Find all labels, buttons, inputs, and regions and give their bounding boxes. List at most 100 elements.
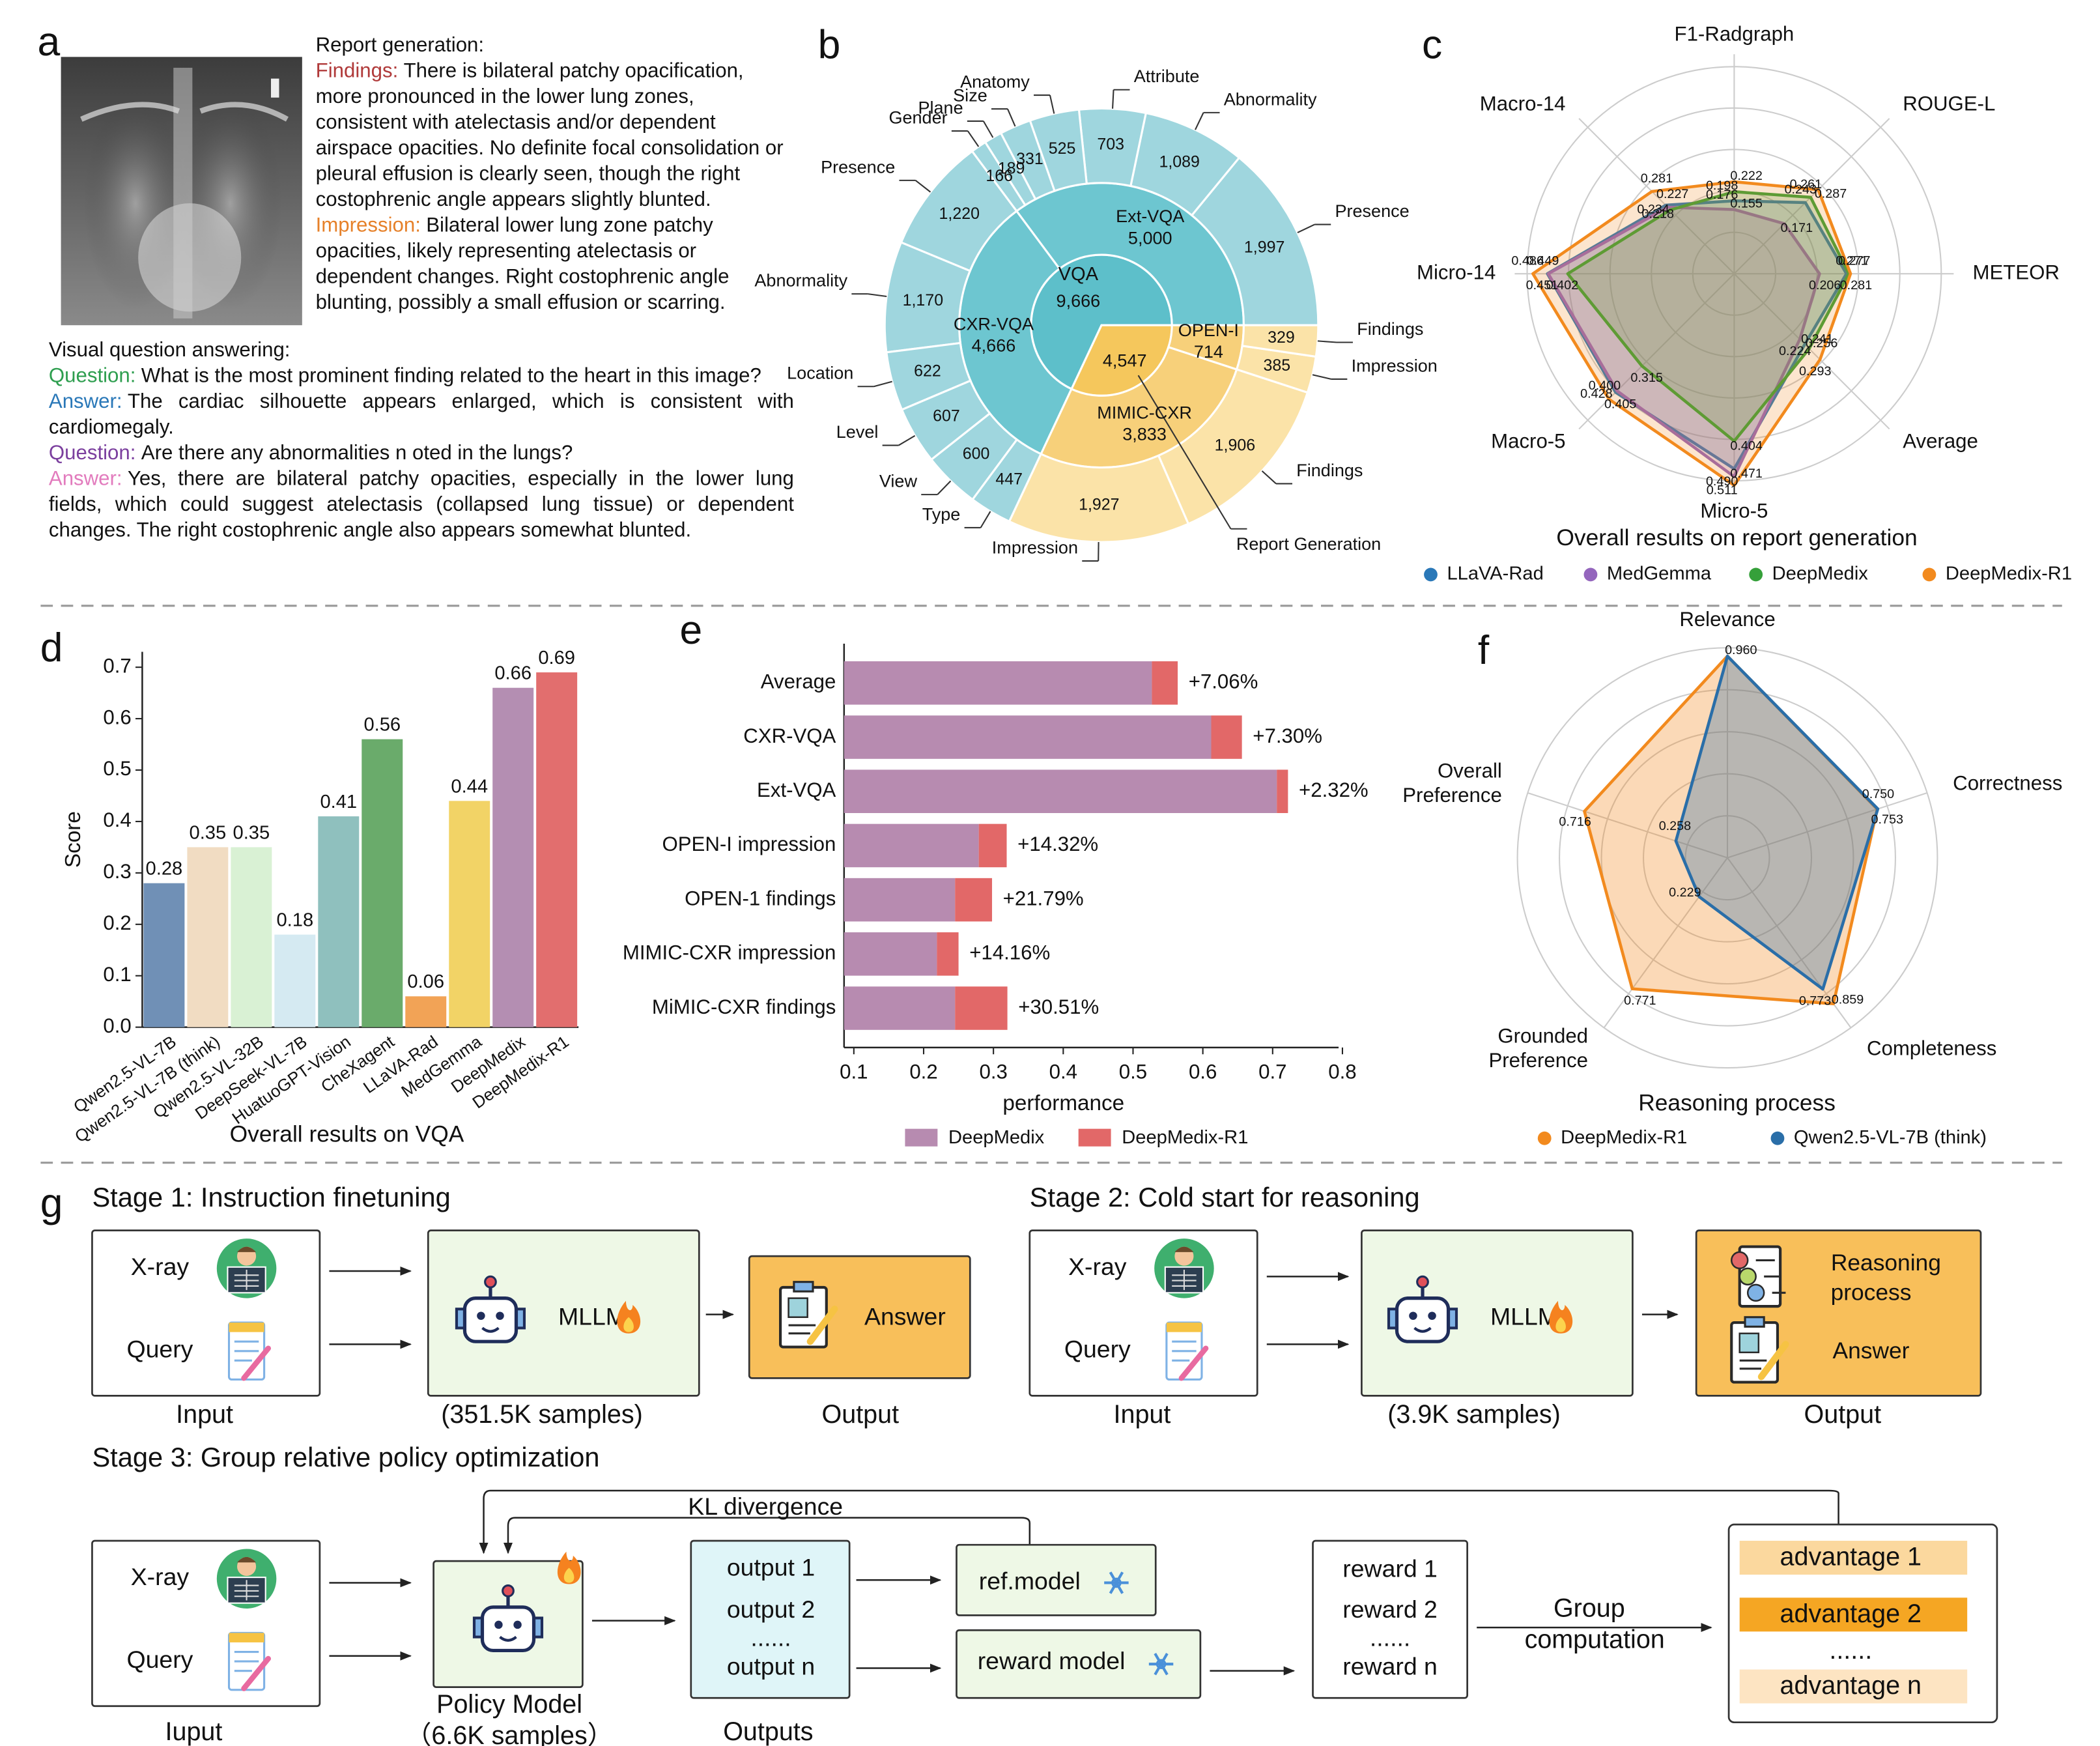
icon-robot xyxy=(502,1584,515,1597)
icon-pencil xyxy=(806,1306,838,1345)
axis-label: Average xyxy=(1903,429,1978,452)
vqa-item: Answer: Yes, there are bilateral patchy o… xyxy=(49,466,794,544)
data-label: 0.69 xyxy=(538,648,575,668)
panel-label: c xyxy=(1422,22,1442,67)
leader-line xyxy=(915,180,931,193)
segment-name: Presence xyxy=(821,157,895,177)
leader-line xyxy=(982,121,994,138)
icon-doctor xyxy=(237,1246,257,1252)
axis-label: Macro-14 xyxy=(1480,93,1566,115)
axis-label: Micro-5 xyxy=(1700,499,1768,522)
data-label: 0.400 xyxy=(1589,379,1621,393)
icon-fire xyxy=(623,1317,634,1332)
data-label: 0.402 xyxy=(1546,278,1578,293)
icon-robot xyxy=(480,1605,536,1653)
bar xyxy=(231,847,272,1027)
y-tick-label: 0.6 xyxy=(103,706,131,728)
segment-value: 329 xyxy=(1268,328,1295,347)
spine xyxy=(173,68,193,319)
section-label: Impression: xyxy=(315,214,421,238)
axis-label: Relevance xyxy=(1679,608,1775,631)
icon-fire xyxy=(1555,1317,1566,1332)
y-tick-label: MiMIC-CXR findings xyxy=(652,995,836,1018)
icon-robot xyxy=(513,1620,522,1629)
report-section: Findings: There is bilateral patchy opaci… xyxy=(316,58,790,212)
segment-name: Findings xyxy=(1357,319,1423,339)
bar xyxy=(536,672,578,1027)
annotation: +14.16% xyxy=(969,941,1050,964)
vqa-item: Question: Are there any abnormalities n o… xyxy=(49,440,794,466)
leader-line xyxy=(980,511,991,528)
legend-label: DeepMedix-R1 xyxy=(1122,1127,1248,1148)
report-text: Report generation:Findings: There is bila… xyxy=(315,34,790,315)
y-tick-label: CXR-VQA xyxy=(743,724,836,747)
output-item: output n xyxy=(727,1652,815,1680)
segment-value: 1,170 xyxy=(903,291,943,309)
segment-value: 189 xyxy=(998,159,1025,177)
leader-line xyxy=(967,130,980,147)
model-label: MLLM xyxy=(558,1303,626,1330)
data-label: 0.287 xyxy=(1815,187,1847,201)
data-label: 0.176 xyxy=(1706,188,1738,202)
icon-clipboard xyxy=(788,1297,808,1319)
advantage-item: advantage 1 xyxy=(1780,1542,1922,1571)
data-label: 0.471 xyxy=(1730,466,1762,481)
axis-label: F1-Radgraph xyxy=(1675,22,1795,45)
axis-label: Correctness xyxy=(1953,771,2062,794)
segment-name: Type xyxy=(922,504,961,524)
icon-fire xyxy=(617,1300,641,1334)
bar xyxy=(937,932,959,976)
vqa-item: Answer: The cardiac silhouette appears en… xyxy=(49,389,794,440)
advantage-bar xyxy=(1739,1669,1968,1704)
vqa-title: Visual question answering: xyxy=(48,339,291,362)
segment-name: Presence xyxy=(1335,201,1409,221)
icon-doctor xyxy=(234,1580,259,1601)
segment-value: 4,666 xyxy=(972,336,1016,356)
segment-name: VQA xyxy=(1058,264,1099,285)
icon-fire xyxy=(557,1551,581,1584)
icon-note xyxy=(229,1633,264,1642)
legend-marker xyxy=(1922,567,1937,582)
radar-area xyxy=(1546,199,1848,470)
input-label: X-ray xyxy=(131,1253,190,1280)
icon-robot xyxy=(1413,1326,1432,1333)
data-label: 0.206 xyxy=(1809,278,1841,293)
data-label: 0.960 xyxy=(1725,643,1757,657)
data-label: 0.490 xyxy=(1706,474,1738,489)
icon-checklist xyxy=(1730,1251,1749,1270)
bar xyxy=(978,823,1007,868)
model-label: MLLM xyxy=(1490,1303,1558,1330)
x-tick-label: 0.1 xyxy=(840,1061,868,1083)
segment-value: 5,000 xyxy=(1128,228,1172,248)
y-tick-label: 0.7 xyxy=(103,654,131,677)
caption: (351.5K samples) xyxy=(441,1400,643,1429)
bar xyxy=(844,715,1212,759)
y-tick-label: 0.5 xyxy=(103,757,131,780)
sunburst-segment xyxy=(1241,324,1320,358)
data-label: 0.44 xyxy=(451,776,488,797)
leader-line xyxy=(898,435,916,446)
spoke xyxy=(1578,273,1735,430)
legend-marker xyxy=(1770,1131,1785,1145)
segment-name: View xyxy=(879,472,918,491)
clavicle xyxy=(80,102,289,122)
stage-title: Stage 1: Instruction finetuning xyxy=(92,1182,450,1212)
data-label: 0.750 xyxy=(1862,787,1894,801)
data-label: 0.511 xyxy=(1707,483,1738,498)
segment-value: 1,906 xyxy=(1215,436,1255,455)
reward-item: reward n xyxy=(1342,1652,1438,1680)
icon-checklist xyxy=(1738,1267,1757,1286)
panel-label: d xyxy=(40,625,63,670)
icon-doctor xyxy=(1174,1246,1194,1252)
vqa-item: Question: What is the most prominent find… xyxy=(49,363,794,389)
x-tick-label: 0.7 xyxy=(1258,1061,1286,1083)
xray-image xyxy=(61,57,302,326)
bar xyxy=(362,739,403,1027)
advantage-bar xyxy=(1739,1597,1968,1632)
segment-value: 4,547 xyxy=(1103,351,1147,371)
bar xyxy=(449,801,490,1027)
feedback-line xyxy=(504,1517,1031,1554)
annotation: +21.79% xyxy=(1003,887,1084,909)
output-item: output 2 xyxy=(727,1596,815,1623)
marker xyxy=(271,78,279,98)
